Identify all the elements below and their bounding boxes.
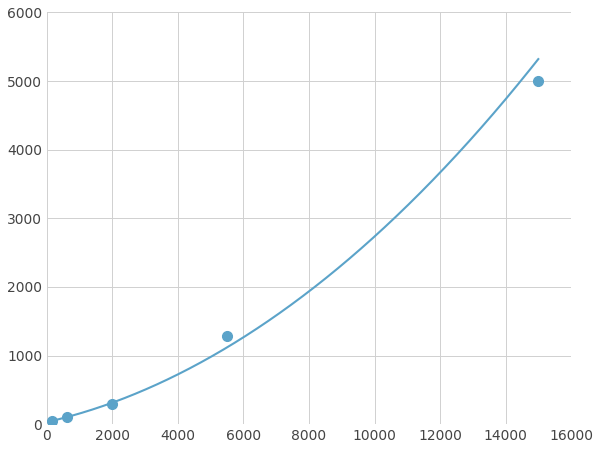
Point	[533, 77, 543, 85]
Point	[107, 400, 117, 407]
Point	[222, 333, 232, 340]
Point	[62, 414, 72, 421]
Point	[47, 417, 57, 424]
